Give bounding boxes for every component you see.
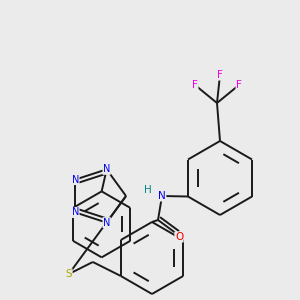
Text: N: N [72,208,79,218]
Text: N: N [72,175,79,184]
Text: F: F [217,70,223,80]
Text: F: F [236,80,242,90]
Text: N: N [103,218,110,228]
Text: H: H [144,185,152,195]
Text: N: N [158,191,166,201]
Text: F: F [192,80,198,90]
Text: N: N [103,164,110,174]
Text: O: O [175,232,183,242]
Text: S: S [65,269,72,279]
